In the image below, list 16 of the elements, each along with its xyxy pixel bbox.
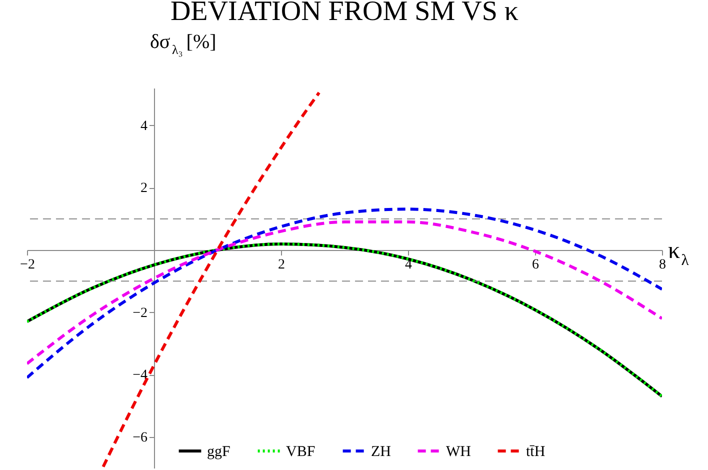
- y-tick-label: −2: [132, 306, 148, 321]
- legend-label: tt̄H: [526, 444, 546, 460]
- x-tick-label: 6: [532, 257, 539, 272]
- legend-label: ZH: [371, 444, 392, 460]
- legend-label: VBF: [286, 444, 316, 460]
- y-tick-label: 4: [140, 118, 148, 134]
- x-tick-label: 2: [278, 257, 285, 272]
- x-tick-label: 8: [659, 257, 666, 272]
- line-series: [102, 91, 321, 468]
- x-tick-label: −2: [20, 257, 35, 272]
- y-tick-label: 2: [140, 181, 148, 196]
- y-tick-label: −4: [132, 368, 148, 384]
- chart-title: DEVIATION FROM SM VS κ: [170, 0, 519, 27]
- y-tick-label: −6: [132, 430, 148, 446]
- legend-label: WH: [446, 444, 472, 460]
- legend-label: ggF: [207, 444, 230, 460]
